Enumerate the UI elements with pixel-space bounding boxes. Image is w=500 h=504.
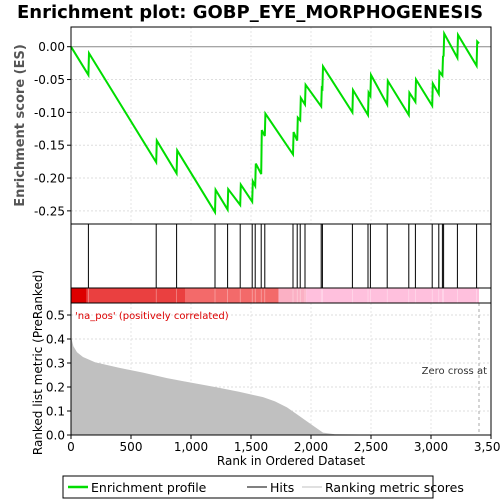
rm-xtick-label: 2,000: [294, 440, 328, 454]
heatmap-segment: [278, 288, 307, 303]
es-ytick-label: -0.25: [34, 204, 65, 218]
es-ytick-label: 0.00: [38, 40, 65, 54]
es-ytick-label: -0.20: [34, 172, 65, 186]
rm-xlabel: Rank in Ordered Dataset: [217, 454, 365, 468]
es-ytick-label: -0.05: [34, 73, 65, 87]
rm-xtick-label: 500: [120, 440, 143, 454]
hits-panel: [70, 223, 492, 289]
enrichment-panel: 0.00 -0.05 -0.10 -0.15 -0.20 -0.25 Enrichment …: [13, 26, 492, 225]
rm-ytick-label: 0.3: [46, 357, 65, 371]
rm-ytick-label: 0.1: [46, 405, 65, 419]
rm-xtick-label: 3,000: [414, 440, 448, 454]
legend-label: Ranking metric scores: [325, 480, 464, 495]
rm-ytick-label: 0.5: [46, 309, 65, 323]
zero-cross-label: Zero cross at: [422, 366, 487, 377]
rm-xtick-label: 0: [67, 440, 75, 454]
rm-ytick-label: 0.4: [46, 333, 65, 347]
rm-ytick-label: 0.2: [46, 381, 65, 395]
enrichment-profile-line: [70, 29, 480, 216]
ranked-metric-area: [71, 336, 479, 435]
heatmap-band: [70, 287, 492, 304]
legend-label: Enrichment profile: [91, 480, 207, 495]
legend: Enrichment profile Hits Ranking metric sco…: [62, 475, 464, 499]
ranked-metric-panel: 0.0 0.1 0.2 0.3 0.4 0.5 0 500 1,000 1,500 2,000 2,5…: [31, 270, 500, 468]
heatmap-segment: [71, 288, 87, 303]
rm-xtick-label: 1,500: [234, 440, 268, 454]
heatmap-segment: [86, 288, 185, 303]
es-ylabel: Enrichment score (ES): [13, 44, 28, 207]
rm-xtick-label: 1,000: [174, 440, 208, 454]
es-ytick-label: -0.15: [34, 139, 65, 153]
chart-title: Enrichment plot: GOBP_EYE_MORPHOGENESIS: [17, 2, 483, 23]
rm-frame: [70, 302, 492, 436]
es-ytick-label: -0.10: [34, 106, 65, 120]
hits-frame: [70, 223, 492, 289]
rm-xtick-label: 2,500: [354, 440, 388, 454]
rm-ylabel: Ranked list metric (PreRanked): [31, 270, 45, 455]
heatmap-segment: [306, 288, 479, 303]
rm-xtick-label: 3,500: [474, 440, 500, 454]
legend-label: Hits: [270, 480, 294, 495]
rm-ytick-label: 0.0: [46, 429, 65, 443]
positive-correlated-label: 'na_pos' (positively correlated): [75, 311, 229, 322]
